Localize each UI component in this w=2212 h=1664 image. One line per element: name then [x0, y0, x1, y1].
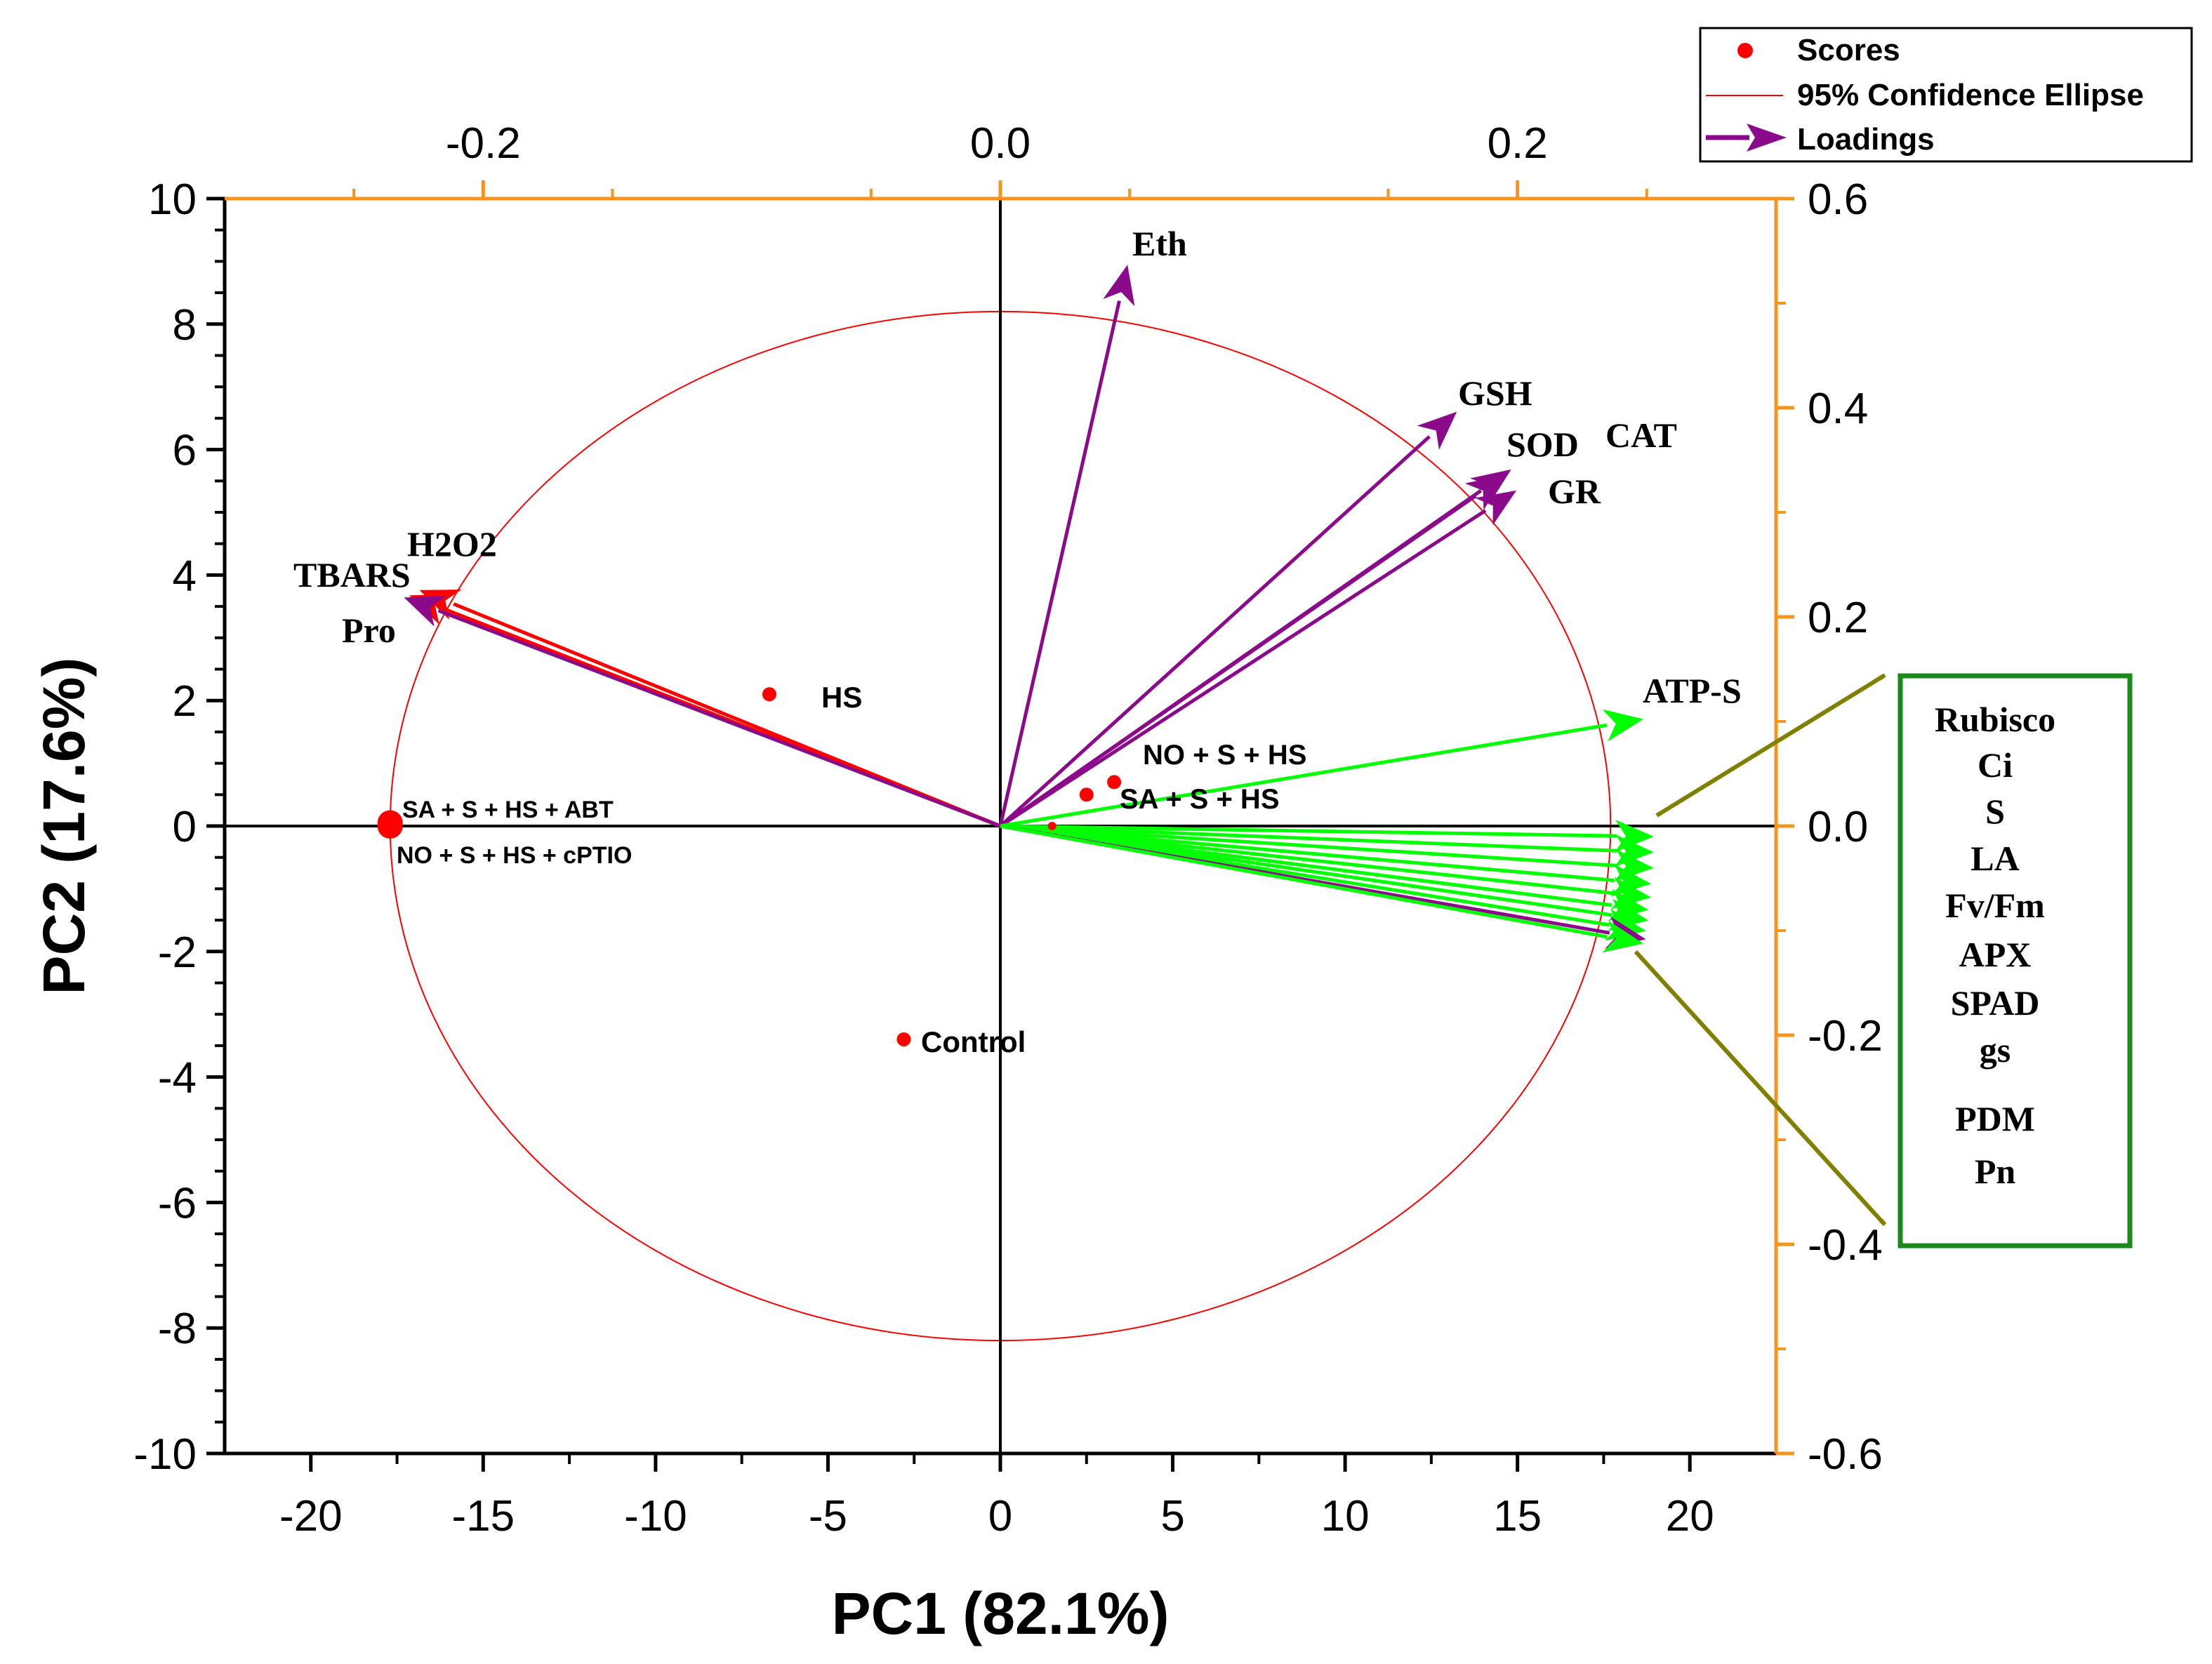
loading-vector-pn	[1000, 824, 1644, 953]
top-tick-label: 0.0	[970, 119, 1031, 168]
score-label-sa-s-hs: SA + S + HS	[1120, 784, 1280, 815]
legend-entry-scores: Scores	[1797, 33, 1900, 67]
grouped-label-pdm: PDM	[1955, 1099, 2035, 1138]
score-point-sa-s-hs	[1079, 787, 1094, 802]
loading-arrowhead	[1602, 920, 1644, 953]
y-tick-label: 8	[173, 301, 197, 350]
loading-label-atp-s: ATP-S	[1643, 671, 1742, 710]
grouped-label-s: S	[1985, 792, 2005, 831]
grouped-label-apx: APX	[1959, 935, 2032, 974]
loading-shaft	[998, 300, 1121, 827]
legend-loadings-arrowhead	[1747, 124, 1787, 152]
score-label-hs: HS	[821, 681, 862, 714]
box-pointer-lower	[1634, 950, 1887, 1227]
loading-vector-pro	[404, 596, 1001, 828]
score-point-no-s-hs-cptio	[377, 813, 403, 839]
grouped-label-fv-fm: Fv/Fm	[1945, 886, 2045, 925]
loading-vector-atp-s	[1000, 709, 1644, 828]
loading-arrowhead	[404, 596, 446, 627]
loading-shaft	[1000, 824, 1617, 867]
loading-label-sod: SOD	[1506, 425, 1579, 464]
y-tick-label: -6	[158, 1179, 197, 1227]
loading-shaft	[437, 608, 1001, 828]
right-tick-label: 0.2	[1808, 594, 1868, 642]
y-tick-label: -2	[158, 928, 197, 977]
right-tick-label: 0.0	[1808, 803, 1868, 851]
loading-arrowhead	[1417, 411, 1457, 451]
loading-arrowhead	[1103, 265, 1135, 307]
right-tick-label: -0.2	[1808, 1012, 1883, 1060]
score-label-sa-s-hs-abt: SA + S + HS + ABT	[402, 797, 614, 823]
grouped-label-la: LA	[1971, 839, 2019, 878]
y-tick-label: -10	[133, 1430, 197, 1479]
loading-shaft	[1000, 824, 1608, 939]
loading-label-h2o2: H2O2	[407, 524, 497, 564]
x-tick-label: -15	[452, 1492, 515, 1540]
grouped-label-rubisco: Rubisco	[1935, 700, 2055, 739]
loading-shaft	[1000, 824, 1615, 883]
x-tick-label: 20	[1666, 1492, 1714, 1540]
score-label-no-s-hs-cptio: NO + S + HS + cPTIO	[397, 842, 632, 869]
loading-arrowhead	[1602, 709, 1644, 742]
right-tick-label: -0.6	[1808, 1430, 1883, 1479]
loading-label-pro: Pro	[342, 611, 396, 650]
x-tick-label: 0	[988, 1492, 1012, 1540]
score-label-no-s-hs: NO + S + HS	[1143, 740, 1306, 771]
right-tick-label: 0.6	[1808, 175, 1868, 224]
loading-vector-gr	[999, 490, 1517, 828]
x-tick-label: -10	[624, 1492, 687, 1540]
x-tick-label: -20	[279, 1492, 343, 1540]
right-tick-label: 0.4	[1808, 385, 1868, 433]
score-label-control: Control	[921, 1025, 1026, 1058]
loading-label-gr: GR	[1548, 472, 1601, 511]
score-point-hs	[762, 687, 776, 702]
right-tick-label: -0.4	[1808, 1221, 1883, 1270]
loading-label-gsh: GSH	[1458, 373, 1532, 413]
grouped-label-spad: SPAD	[1951, 983, 2040, 1023]
y-tick-label: 2	[173, 677, 197, 726]
legend-entry-loadings: Loadings	[1797, 122, 1935, 157]
loading-label-tbars: TBARS	[293, 555, 411, 594]
x-tick-label: 5	[1160, 1492, 1184, 1540]
score-point-overlap	[1047, 822, 1057, 830]
top-tick-label: -0.2	[446, 119, 521, 168]
score-point-no-s-hs	[1107, 775, 1122, 790]
loading-shaft	[999, 509, 1487, 828]
grouped-label-pn: Pn	[1975, 1152, 2016, 1191]
x-tick-label: 10	[1321, 1492, 1370, 1540]
score-point-control	[896, 1032, 911, 1046]
box-pointer-upper	[1655, 673, 1886, 818]
legend-scores-marker	[1737, 43, 1753, 58]
y-tick-label: -8	[158, 1305, 197, 1353]
x-axis-title: PC1 (82.1%)	[832, 1580, 1170, 1646]
loading-vector-cat	[999, 469, 1511, 828]
loading-arrowhead	[1475, 490, 1517, 526]
y-tick-label: 10	[148, 175, 197, 224]
y-tick-label: 6	[173, 427, 197, 475]
loading-arrowhead	[1470, 469, 1511, 505]
x-tick-label: 15	[1493, 1492, 1542, 1540]
y-tick-label: 0	[173, 803, 197, 851]
loading-shaft	[999, 488, 1483, 828]
loading-shaft	[999, 435, 1431, 827]
grouped-label-ci: Ci	[1978, 745, 2013, 785]
loading-shaft	[1000, 723, 1608, 828]
y-axis-title: PC2 (17.6%)	[31, 658, 97, 995]
legend-entry-95-confidence-ellipse: 95% Confidence Ellipse	[1797, 78, 2144, 112]
loading-vector-gsh	[999, 411, 1457, 827]
grouped-label-gs: gs	[1980, 1030, 2011, 1070]
y-tick-label: 4	[173, 552, 197, 600]
legend-loadings-marker	[1706, 124, 1787, 152]
loading-label-cat: CAT	[1605, 415, 1677, 455]
loading-shaft	[1000, 824, 1617, 853]
y-tick-label: -4	[158, 1054, 197, 1103]
grouped-loadings-box	[1898, 673, 2133, 1249]
loading-shaft	[1000, 824, 1615, 896]
loading-label-eth: Eth	[1132, 224, 1187, 263]
top-tick-label: 0.2	[1488, 119, 1548, 168]
loading-shaft	[1000, 824, 1617, 838]
x-tick-label: -5	[809, 1492, 847, 1540]
loading-vector-eth	[998, 265, 1135, 827]
